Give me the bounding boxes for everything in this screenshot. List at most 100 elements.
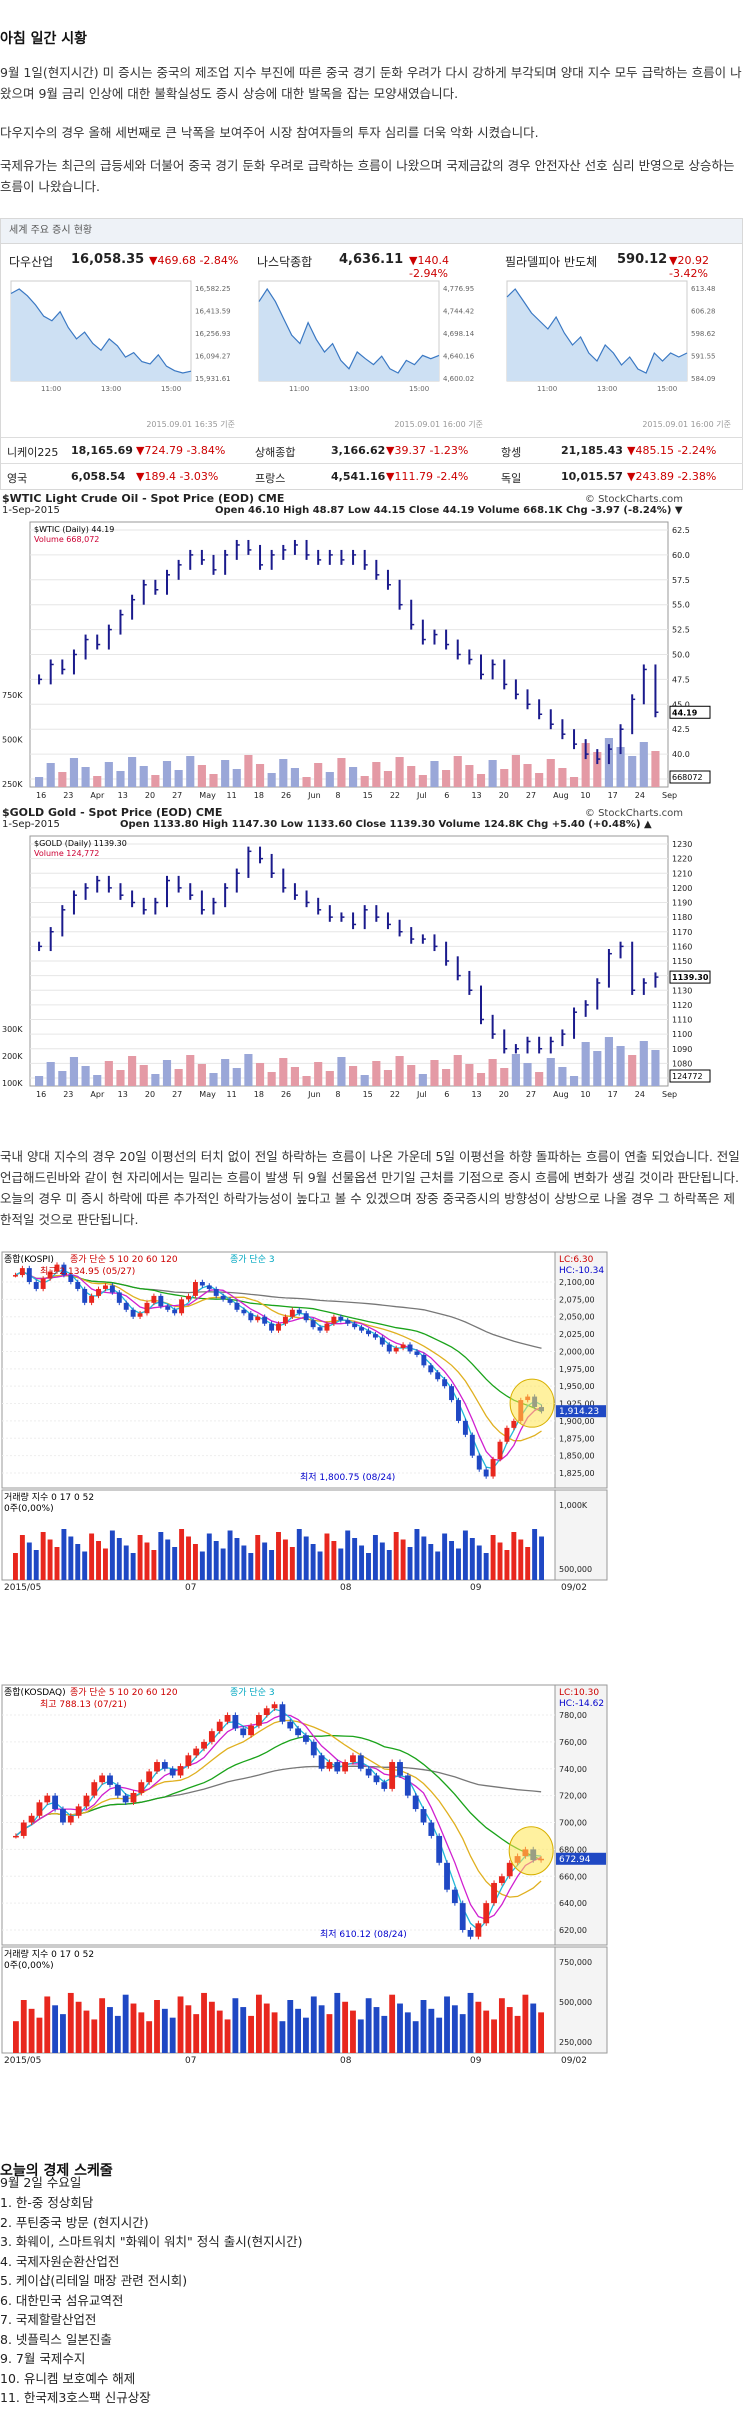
volume-bar [373,2007,380,2053]
volume-bar [128,1056,137,1086]
section-title-morning: 아침 일간 시황 [0,31,88,47]
volume-bar [192,1544,198,1580]
volume-bar [83,2010,90,2053]
volume-bar [569,1076,579,1086]
volume-bar [20,2000,27,2053]
candle-body [451,1889,458,1904]
index-card-sox[interactable]: 필라델피아 반도체 590.12 ▼20.92 -3.42% 613.48 606… [497,249,737,434]
candle-body [151,1295,157,1303]
last-price-box [669,705,711,719]
row-name: 독일 [501,472,522,485]
mini-xtick-label: 15:00 [409,385,429,393]
mini-xtick-label: 15:00 [657,385,677,393]
volume-bar [651,1050,660,1086]
volume-bar [593,1051,602,1086]
volume-bar [523,1063,532,1086]
high-label: 최고 2,134.95 (05/27) [40,1266,135,1277]
xtick-label: 17 [608,791,618,800]
volume-bar [467,1992,474,2053]
volume-tick-label: 500K [2,736,23,745]
xtick-label: Apr [90,1090,105,1099]
volume-bar [511,755,520,787]
chart-ohlc: Open 1133.80 High 1147.30 Low 1133.60 Cl… [120,819,652,830]
volume-bar [639,1041,648,1086]
last-volume-label: 668072 [672,773,703,782]
xtick-label: 15 [363,1090,373,1099]
schedule-item: 6. 대한민국 섬유교역전 [0,2292,124,2308]
ytick-label: 1210 [672,869,692,878]
volume-bar [114,2015,121,2053]
mini-line [258,287,440,374]
candle-body [144,1302,150,1314]
volume-bar [449,1541,455,1580]
mini-ytick-label: 613.48 [691,285,716,293]
volume-bar [475,2001,482,2053]
index-price: 16,058.35 [71,252,145,267]
volume-bar [224,2019,231,2053]
candle-body [467,1930,474,1937]
candle-body [506,1862,513,1877]
volume-bar [504,1550,510,1580]
xtick-label: 08 [340,1583,352,1593]
volume-bar [511,1532,517,1580]
volume-bar [407,1065,416,1086]
volume-bar [263,2003,270,2053]
ytick-label: 760,00 [559,1738,587,1747]
candle-body [372,1334,378,1338]
volume-bar [128,757,137,787]
row-change: ▼724.79 -3.84% [136,444,226,457]
volume-tick-label: 300K [2,1025,23,1034]
candle-body [511,1420,517,1428]
volume-bar [46,763,55,787]
volume-bar [67,1992,74,2053]
xtick-label: May [199,1090,216,1099]
index-card-nasdaq[interactable]: 나스닥종합 4,636.11 ▼140.4 -2.94% 4,776.95 4,7… [249,249,489,434]
candle-body [19,1268,25,1276]
candle-body [504,1427,510,1442]
row-change: ▼189.4 -3.03% [136,470,219,483]
volume-bar [418,1074,427,1086]
row-price: 10,015.57 [561,470,623,483]
row-name: 상해종합 [255,446,296,459]
mini-chart: 613.48 606.28 598.62 591.55 584.09 11:00 13:00… [506,280,716,393]
volume-bar [262,1542,268,1580]
chart-ohlc: Open 46.10 High 48.87 Low 44.15 Close 44… [215,505,683,516]
candle-body [206,1285,212,1289]
candle-body [137,1313,143,1317]
candle-body [282,1316,288,1324]
candle-body [469,1434,475,1456]
candle-body [20,1822,27,1836]
index-card-dow[interactable]: 다우산업 16,058.35 ▼469.68 -2.84% 16,582.25 1… [1,249,241,434]
candle-body [68,1275,74,1282]
candle-body [310,1741,317,1756]
volume-bar [581,743,590,787]
volume-bar [35,1076,44,1086]
candle-body [338,1316,344,1321]
ytick-label: 1150 [672,957,692,966]
volume-bar [430,761,439,787]
candle-body [365,1768,372,1776]
mini-ytick-label: 598.62 [691,330,716,338]
volume-bar [616,747,625,787]
volume-bar [412,2021,419,2053]
mini-ytick-label: 4,698.14 [443,330,475,338]
candle-body [317,1327,323,1331]
mini-xtick-label: 11:00 [537,385,557,393]
volume-bar [456,1548,461,1580]
ytick-label: 1090 [672,1045,692,1054]
volume-bar [532,1529,538,1580]
xtick-label: 10 [580,1090,590,1099]
volume-bar [227,1530,233,1580]
ytick-label: 1100 [672,1030,692,1039]
moving-average-line [15,1734,542,1861]
candle-body [60,1809,66,1823]
paragraph-korea-market: 국내 양대 지수의 경우 20일 이평선의 터치 없이 전일 하락하는 흐름이 … [0,1149,740,1227]
volume-bar [546,1058,555,1086]
volume-bar [13,1553,18,1580]
candle-body [276,1323,281,1331]
volume-bar [255,1535,261,1580]
candle-body [186,1295,191,1300]
mini-ytick-label: 591.55 [691,353,716,361]
index-name-label: 종합(KOSPI) [4,1254,54,1265]
volume-bar [35,777,44,787]
